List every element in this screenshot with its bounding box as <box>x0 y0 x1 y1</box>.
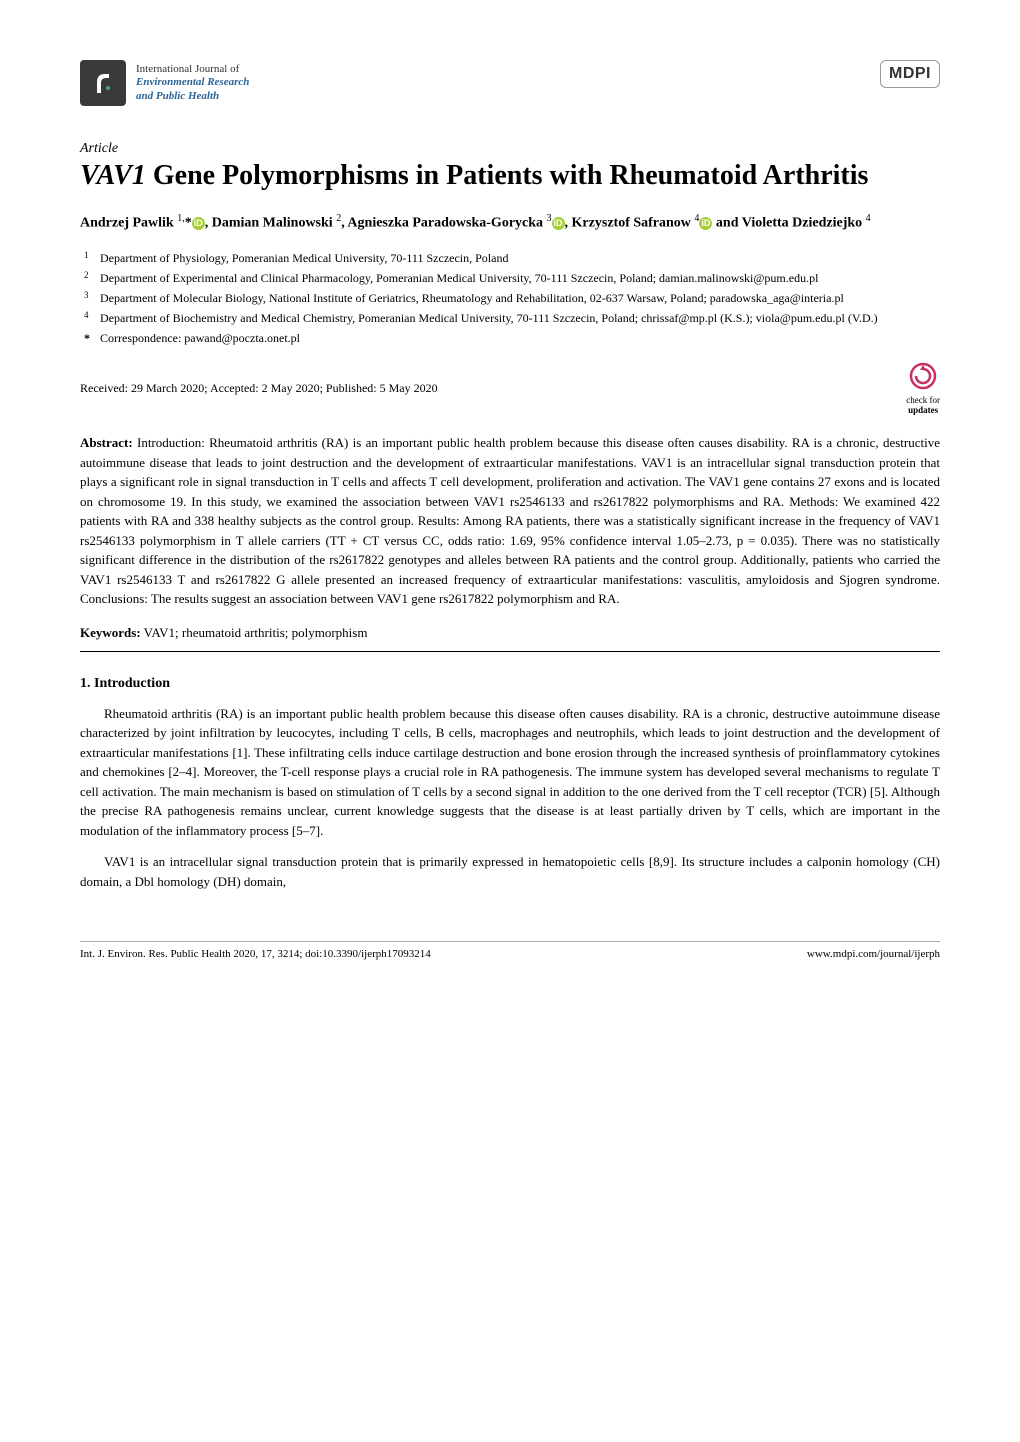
author-3: Agnieszka Paradowska-Gorycka <box>347 215 543 230</box>
author-5-sup: 4 <box>866 213 871 224</box>
journal-logo-icon <box>80 60 126 106</box>
affil-1-sup: 1 <box>84 249 89 263</box>
publication-dates: Received: 29 March 2020; Accepted: 2 May… <box>80 381 438 396</box>
author-1: Andrzej Pawlik <box>80 215 174 230</box>
affil-2-text: Department of Experimental and Clinical … <box>100 271 818 285</box>
abstract: Abstract: Introduction: Rheumatoid arthr… <box>80 433 940 609</box>
body-paragraph-2: VAV1 is an intracellular signal transduc… <box>80 852 940 891</box>
author-1-sup: 1, <box>177 213 185 224</box>
section-1-heading: 1. Introduction <box>80 676 940 692</box>
journal-name-line3: and Public Health <box>136 90 249 103</box>
check-updates-line2: updates <box>906 406 940 416</box>
corr-text: Correspondence: pawand@poczta.onet.pl <box>100 331 300 345</box>
page-footer: Int. J. Environ. Res. Public Health 2020… <box>80 941 940 960</box>
journal-name-line2: Environmental Research <box>136 76 249 89</box>
journal-text: International Journal of Environmental R… <box>136 63 249 103</box>
dates-row: Received: 29 March 2020; Accepted: 2 May… <box>80 361 940 416</box>
check-updates-icon <box>908 361 938 391</box>
article-type: Article <box>80 141 940 157</box>
abstract-label: Abstract: <box>80 435 133 450</box>
affiliation-1: 1Department of Physiology, Pomeranian Me… <box>100 249 940 267</box>
keywords-text: VAV1; rheumatoid arthritis; polymorphism <box>141 625 368 640</box>
affil-3-sup: 3 <box>84 289 89 303</box>
affil-3-text: Department of Molecular Biology, Nationa… <box>100 291 844 305</box>
author-2-sup: 2 <box>336 213 341 224</box>
orcid-icon[interactable]: iD <box>192 217 205 230</box>
journal-name-line1: International Journal of <box>136 63 249 76</box>
footer-citation: Int. J. Environ. Res. Public Health 2020… <box>80 948 431 960</box>
affil-4-text: Department of Biochemistry and Medical C… <box>100 311 878 325</box>
journal-block: International Journal of Environmental R… <box>80 60 249 106</box>
orcid-icon[interactable]: iD <box>699 217 712 230</box>
title-gene-name: VAV1 <box>80 160 146 191</box>
footer-url: www.mdpi.com/journal/ijerph <box>807 948 940 960</box>
affil-2-sup: 2 <box>84 269 89 283</box>
affiliation-2: 2Department of Experimental and Clinical… <box>100 269 940 287</box>
affiliation-3: 3Department of Molecular Biology, Nation… <box>100 289 940 307</box>
affil-4-sup: 4 <box>84 309 89 323</box>
keywords: Keywords: VAV1; rheumatoid arthritis; po… <box>80 625 940 641</box>
article-title: VAV1 Gene Polymorphisms in Patients with… <box>80 159 940 193</box>
affil-1-text: Department of Physiology, Pomeranian Med… <box>100 251 508 265</box>
body-paragraph-1: Rheumatoid arthritis (RA) is an importan… <box>80 704 940 841</box>
orcid-icon[interactable]: iD <box>552 217 565 230</box>
author-5: Violetta Dziedziejko <box>742 215 862 230</box>
author-2: Damian Malinowski <box>212 215 333 230</box>
correspondence: *Correspondence: pawand@poczta.onet.pl <box>100 329 940 347</box>
corr-star: * <box>84 329 90 347</box>
author-1-star: * <box>185 215 192 230</box>
affiliation-4: 4Department of Biochemistry and Medical … <box>100 309 940 327</box>
author-3-sup: 3 <box>547 213 552 224</box>
header-row: International Journal of Environmental R… <box>80 60 940 106</box>
publisher-logo: MDPI <box>880 60 940 88</box>
check-updates-badge[interactable]: check for updates <box>906 361 940 416</box>
affiliations: 1 Department of Physiology, Pomeranian Me… <box>80 249 940 347</box>
authors-list: Andrzej Pawlik 1,*iD, Damian Malinowski … <box>80 211 940 235</box>
title-rest: Gene Polymorphisms in Patients with Rheu… <box>146 160 869 191</box>
author-4: Krzysztof Safranow <box>572 215 691 230</box>
divider <box>80 651 940 652</box>
keywords-label: Keywords: <box>80 625 141 640</box>
abstract-text: Introduction: Rheumatoid arthritis (RA) … <box>80 435 940 606</box>
